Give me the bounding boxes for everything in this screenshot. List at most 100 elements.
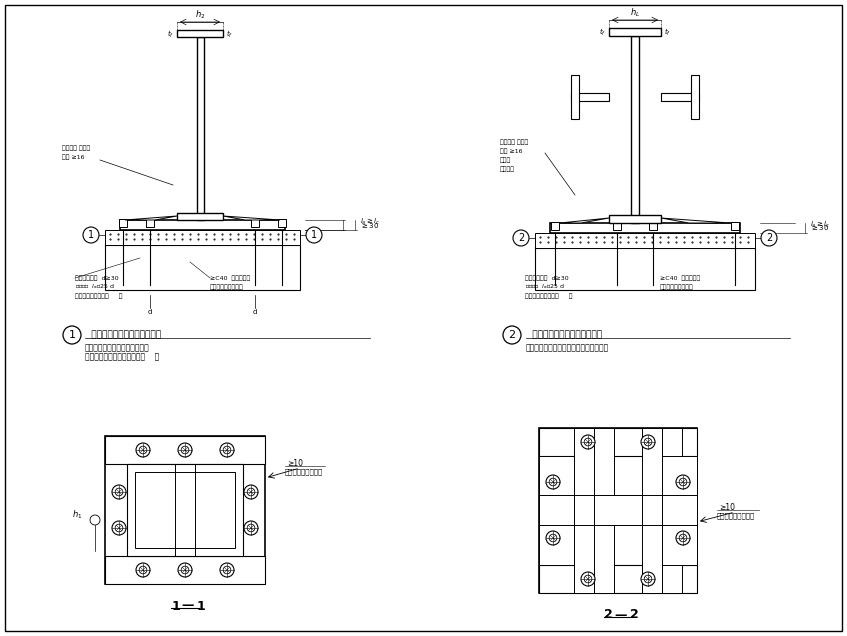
Circle shape <box>581 435 595 449</box>
Bar <box>535 248 755 290</box>
Text: $l_a\geq l_c$: $l_a\geq l_c$ <box>810 220 830 230</box>
Circle shape <box>63 326 81 344</box>
Text: （下端应弯钩构成锚     ）: （下端应弯钩构成锚 ） <box>75 293 123 299</box>
Text: 锚固长度  $l_a$＝25 d: 锚固长度 $l_a$＝25 d <box>75 282 114 291</box>
Bar <box>120 220 285 230</box>
Bar <box>105 556 265 584</box>
Bar <box>105 245 300 290</box>
Circle shape <box>513 230 529 246</box>
Bar <box>278 219 286 227</box>
Text: 2: 2 <box>630 609 639 621</box>
Circle shape <box>136 563 150 577</box>
Bar <box>535 233 755 248</box>
Text: 板厚 ≥16: 板厚 ≥16 <box>500 148 523 154</box>
Bar <box>127 464 243 556</box>
Bar <box>119 219 127 227</box>
Polygon shape <box>125 216 177 220</box>
Bar <box>642 428 662 593</box>
Text: d: d <box>252 309 257 315</box>
Text: 混凝土上底填用砂浆: 混凝土上底填用砂浆 <box>660 284 694 290</box>
Circle shape <box>178 443 192 457</box>
Text: $t_f$: $t_f$ <box>599 27 606 38</box>
Text: $t_f$: $t_f$ <box>226 29 233 39</box>
Bar <box>594 428 614 593</box>
Text: ≥C40  无收缩砂石: ≥C40 无收缩砂石 <box>210 275 250 281</box>
Bar <box>649 222 657 230</box>
Bar <box>662 456 697 565</box>
Text: $\geq$30: $\geq$30 <box>810 223 829 233</box>
Text: 十字形截面柱的刚性柱脚构造: 十字形截面柱的刚性柱脚构造 <box>526 331 602 340</box>
Text: 锚帽支承 如出时: 锚帽支承 如出时 <box>62 145 91 151</box>
Text: 用于柱高度在考虑轴力作用下场: 用于柱高度在考虑轴力作用下场 <box>85 343 150 352</box>
Text: $h_L$: $h_L$ <box>630 7 640 19</box>
Circle shape <box>676 531 690 545</box>
Text: 2: 2 <box>604 609 613 621</box>
Bar <box>631 36 639 223</box>
Polygon shape <box>661 218 730 223</box>
Text: 锚栓公称直径  d≥30: 锚栓公称直径 d≥30 <box>75 275 119 281</box>
Text: 2: 2 <box>518 233 524 243</box>
Bar <box>731 222 739 230</box>
Bar <box>574 428 594 593</box>
Bar <box>197 37 204 220</box>
Circle shape <box>136 443 150 457</box>
Text: 板厚 ≥16: 板厚 ≥16 <box>62 154 85 160</box>
Text: $h_1$: $h_1$ <box>72 509 82 522</box>
Bar <box>177 30 223 37</box>
Text: 1: 1 <box>197 600 206 612</box>
Text: 柱基壤小拉力和不处理拉力时    ）: 柱基壤小拉力和不处理拉力时 ） <box>85 352 159 361</box>
Text: 注：十字形截面柱只适用于钢筋混凝土柱: 注：十字形截面柱只适用于钢筋混凝土柱 <box>526 343 609 352</box>
Text: $l_a\geq l_c$: $l_a\geq l_c$ <box>360 217 380 227</box>
Circle shape <box>220 443 234 457</box>
Bar <box>539 456 574 565</box>
Circle shape <box>306 227 322 243</box>
Bar <box>105 436 265 584</box>
Bar <box>539 428 697 593</box>
Text: （安装完毕后圈焊）: （安装完毕后圈焊） <box>285 469 324 475</box>
Bar <box>691 75 699 119</box>
Circle shape <box>178 563 192 577</box>
Text: ≥10: ≥10 <box>719 502 735 511</box>
Text: $t_f$: $t_f$ <box>167 29 174 39</box>
Text: $t_f$: $t_f$ <box>664 27 671 38</box>
Text: 锚帽支承 如出时: 锚帽支承 如出时 <box>500 139 529 145</box>
Text: —: — <box>182 600 194 612</box>
Bar <box>105 230 300 245</box>
Bar <box>609 28 661 36</box>
Circle shape <box>112 485 126 499</box>
Bar <box>594 495 642 525</box>
Circle shape <box>83 227 99 243</box>
Bar <box>177 213 223 220</box>
Polygon shape <box>223 216 280 220</box>
Bar <box>539 428 697 456</box>
Bar <box>609 215 661 223</box>
Text: （下端应弯钩构成锚     ）: （下端应弯钩构成锚 ） <box>525 293 573 299</box>
Circle shape <box>761 230 777 246</box>
Text: 锚固长度  $l_a$＝25 d: 锚固长度 $l_a$＝25 d <box>525 282 565 291</box>
Text: 工字形截面柱的刚性柱脚构造: 工字形截面柱的刚性柱脚构造 <box>85 331 161 340</box>
Text: ≥C40  无收缩砂石: ≥C40 无收缩砂石 <box>660 275 700 281</box>
Text: 1: 1 <box>69 330 75 340</box>
Bar <box>251 219 259 227</box>
Bar <box>571 93 609 101</box>
Text: $h_2$: $h_2$ <box>195 9 205 21</box>
Circle shape <box>676 475 690 489</box>
Polygon shape <box>560 218 609 223</box>
Text: $\geq$30: $\geq$30 <box>360 221 379 230</box>
Text: 与换高层: 与换高层 <box>500 166 515 172</box>
Bar <box>613 222 621 230</box>
Circle shape <box>641 572 655 586</box>
Circle shape <box>244 521 258 535</box>
Bar <box>662 428 682 593</box>
Bar <box>105 436 265 464</box>
Text: 2: 2 <box>508 330 516 340</box>
Text: 1: 1 <box>171 600 180 612</box>
Bar <box>135 472 235 548</box>
Bar <box>571 75 579 119</box>
Text: 1: 1 <box>311 230 317 240</box>
Text: 混凝土上底填用砂浆: 混凝土上底填用砂浆 <box>210 284 244 290</box>
Circle shape <box>112 521 126 535</box>
Circle shape <box>546 531 560 545</box>
Circle shape <box>503 326 521 344</box>
Text: 2: 2 <box>766 233 772 243</box>
